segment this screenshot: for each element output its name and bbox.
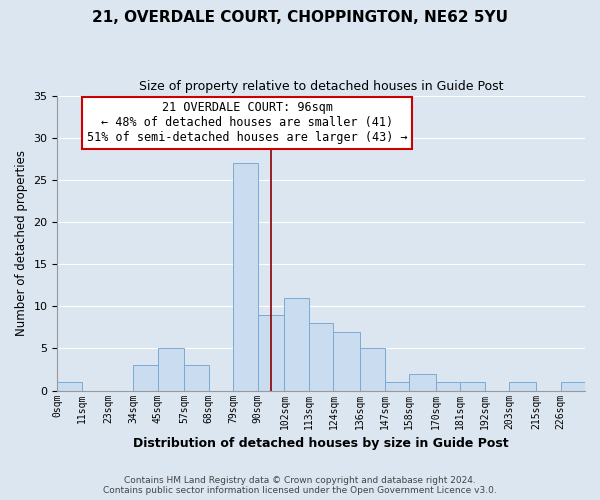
Title: Size of property relative to detached houses in Guide Post: Size of property relative to detached ho…	[139, 80, 503, 93]
Text: 21 OVERDALE COURT: 96sqm
← 48% of detached houses are smaller (41)
51% of semi-d: 21 OVERDALE COURT: 96sqm ← 48% of detach…	[87, 102, 407, 144]
Text: 21, OVERDALE COURT, CHOPPINGTON, NE62 5YU: 21, OVERDALE COURT, CHOPPINGTON, NE62 5Y…	[92, 10, 508, 25]
Bar	[460, 382, 485, 390]
Bar	[284, 298, 309, 390]
Bar	[409, 374, 436, 390]
Bar	[233, 163, 258, 390]
Bar	[158, 348, 184, 391]
Bar	[334, 332, 360, 390]
Bar	[258, 315, 284, 390]
Bar	[509, 382, 536, 390]
Text: Contains HM Land Registry data © Crown copyright and database right 2024.
Contai: Contains HM Land Registry data © Crown c…	[103, 476, 497, 495]
Bar	[560, 382, 585, 390]
Bar	[58, 382, 82, 390]
Bar	[360, 348, 385, 391]
Bar	[385, 382, 409, 390]
X-axis label: Distribution of detached houses by size in Guide Post: Distribution of detached houses by size …	[133, 437, 509, 450]
Y-axis label: Number of detached properties: Number of detached properties	[15, 150, 28, 336]
Bar	[309, 323, 334, 390]
Bar	[436, 382, 460, 390]
Bar	[133, 366, 158, 390]
Bar	[184, 366, 209, 390]
